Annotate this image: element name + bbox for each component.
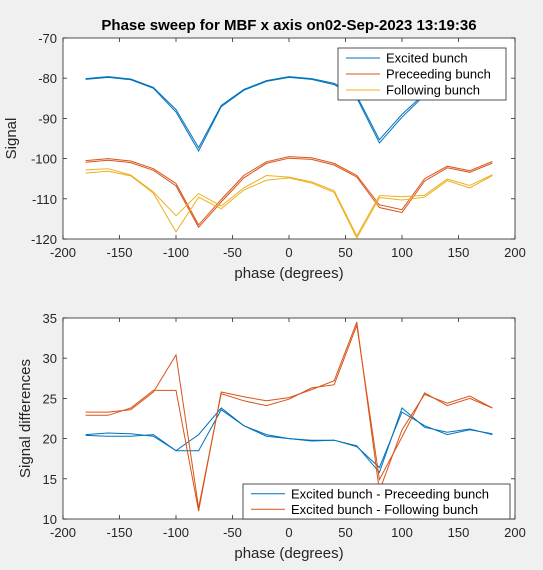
x-tick-label: 200 (504, 245, 526, 260)
x-tick-label: -100 (163, 245, 189, 260)
y-tick-label: -100 (31, 152, 57, 167)
x-tick-label: 150 (448, 525, 470, 540)
chart-title: Phase sweep for MBF x axis on02-Sep-2023… (101, 17, 476, 34)
bottom-plot: -200 -150 -100 -50 0 50 100 150 200 10 15 20 25 30 35 p… (17, 311, 526, 562)
series-line-2-2 (85, 157, 493, 229)
legend-entry: Following bunch (386, 83, 480, 98)
x-tick-label: 200 (504, 525, 526, 540)
series-line-3-1 (85, 168, 493, 237)
y-tick-label: 20 (43, 432, 57, 447)
x-tick-label: 50 (338, 245, 352, 260)
y-tick-label: 35 (43, 311, 57, 326)
x-tick-label: -50 (223, 245, 242, 260)
y-tick-label: -70 (38, 31, 57, 46)
x-tick-label: 0 (285, 245, 292, 260)
legend-entry: Excited bunch - Preceeding bunch (291, 486, 489, 501)
legend: Excited bunch - Preceeding bunchExcited … (242, 483, 511, 520)
x-tick-label: -150 (106, 525, 132, 540)
x-tick-label: 100 (391, 525, 413, 540)
x-tick-label: -200 (50, 525, 76, 540)
y-tick-label: -120 (31, 232, 57, 247)
x-tick-label: -200 (50, 245, 76, 260)
y-tick-label: 25 (43, 391, 57, 406)
x-tick-label: 150 (448, 245, 470, 260)
top-plot: -200 -150 -100 -50 0 50 100 150 200 -120 -110 -100 -… (3, 31, 526, 282)
legend-entry: Preceeding bunch (386, 67, 491, 82)
y-axis-label: Signal differences (17, 359, 34, 478)
series-line-1-2 (85, 408, 493, 469)
x-tick-label: -50 (223, 525, 242, 540)
x-axis-label: phase (degrees) (234, 265, 343, 282)
x-tick-label: 50 (338, 525, 352, 540)
x-tick-label: 0 (285, 525, 292, 540)
y-axis-label: Signal (3, 118, 20, 160)
x-tick-label: 100 (391, 245, 413, 260)
x-tick-label: -150 (106, 245, 132, 260)
y-tick-label: -110 (32, 192, 57, 207)
x-axis-label: phase (degrees) (234, 545, 343, 562)
y-tick-label: -90 (38, 111, 57, 126)
legend-entry: Excited bunch (386, 51, 468, 66)
series-line-2-1 (85, 156, 493, 226)
y-tick-label: 30 (43, 351, 57, 366)
y-tick-label: 15 (43, 472, 57, 487)
y-tick-label: -80 (38, 71, 57, 86)
legend-box (242, 483, 511, 520)
series-line-2-1 (85, 321, 493, 512)
x-tick-label: -100 (163, 525, 189, 540)
series-line-2-2 (85, 323, 493, 508)
series-line-3-2 (85, 170, 493, 240)
y-tick-label: 10 (43, 512, 57, 527)
legend-entry: Excited bunch - Following bunch (291, 502, 478, 517)
